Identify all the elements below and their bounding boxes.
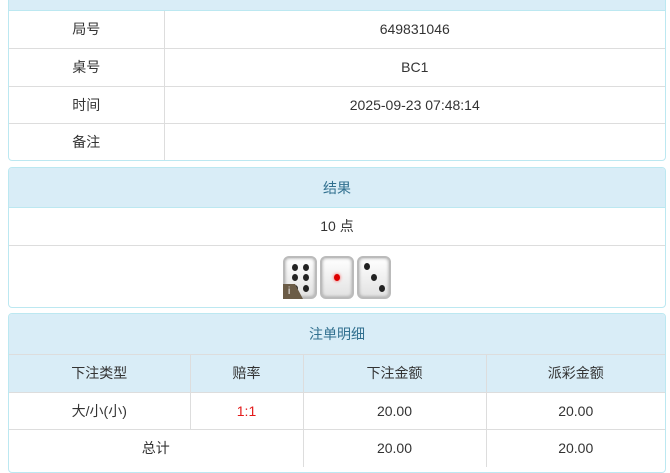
label-round: 局号 (9, 11, 165, 49)
value-round: 649831046 (163, 11, 665, 49)
dice-row (9, 246, 665, 307)
die-1 (320, 255, 354, 299)
table-row: 局号 649831046 (9, 11, 665, 49)
total-label: 总计 (9, 428, 304, 467)
bets-title: 注单明细 (9, 314, 665, 355)
table-row: 时间 2025-09-23 07:48:14 (9, 85, 665, 124)
result-title: 结果 (9, 168, 665, 208)
header-payout: 派彩金额 (485, 355, 665, 393)
bet-payout: 20.00 (485, 391, 665, 430)
result-points: 10 点 (9, 208, 665, 246)
total-payout: 20.00 (485, 428, 665, 467)
value-time: 2025-09-23 07:48:14 (163, 85, 665, 124)
header-odds: 赔率 (189, 355, 304, 393)
bet-odds: 1:1 (189, 391, 304, 430)
total-amount: 20.00 (302, 428, 487, 467)
result-panel: 结果 10 点 (8, 167, 666, 308)
label-note: 备注 (9, 122, 165, 160)
table-header: 下注类型 赔率 下注金额 派彩金额 (9, 355, 665, 393)
header-type: 下注类型 (9, 355, 191, 393)
bet-amount: 20.00 (302, 391, 487, 430)
header-amount: 下注金额 (302, 355, 487, 393)
value-note (163, 122, 665, 160)
table-row: 大/小(小) 1:1 20.00 20.00 (9, 391, 665, 430)
info-panel: 局号 649831046 桌号 BC1 时间 2025-09-23 07:48:14 … (8, 0, 666, 161)
total-row: 总计 20.00 20.00 (9, 428, 665, 467)
die-3 (357, 255, 391, 299)
table-row: 桌号 BC1 (9, 47, 665, 87)
value-table: BC1 (163, 47, 665, 87)
info-table: 局号 649831046 桌号 BC1 时间 2025-09-23 07:48:14 … (9, 11, 665, 160)
label-table: 桌号 (9, 47, 165, 87)
bet-type: 大/小(小) (9, 391, 191, 430)
bets-panel: 注单明细 下注类型 赔率 下注金额 派彩金额 大/小(小) 1:1 20.00 … (8, 313, 666, 473)
table-row: 备注 (9, 122, 665, 160)
label-time: 时间 (9, 85, 165, 124)
bets-table: 下注类型 赔率 下注金额 派彩金额 大/小(小) 1:1 20.00 20.00… (9, 355, 665, 467)
